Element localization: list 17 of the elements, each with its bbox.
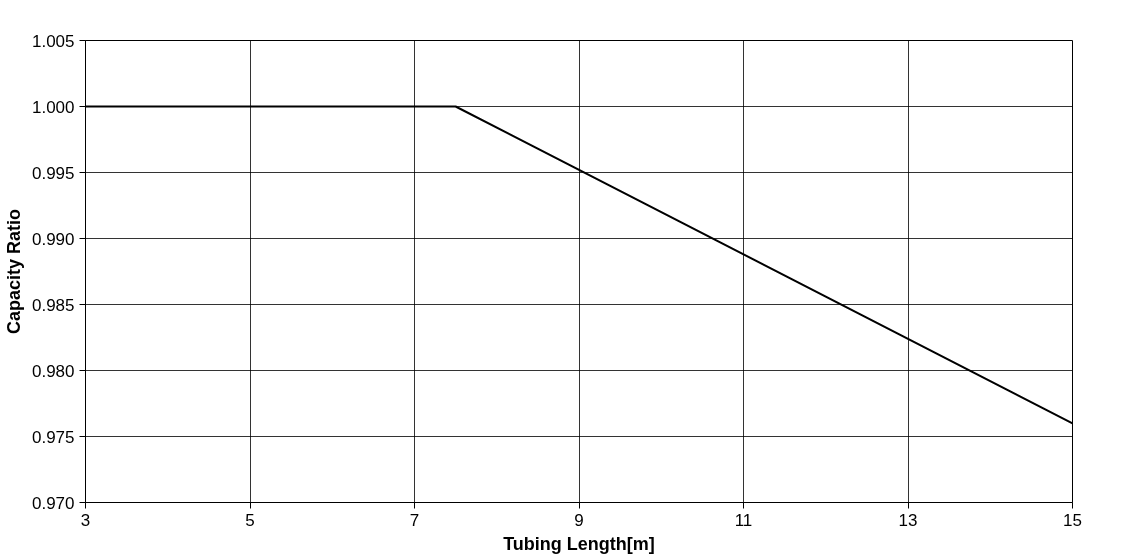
x-tick-label: 3 [80, 510, 91, 530]
y-tick-label: 0.995 [31, 163, 75, 183]
y-tick-label: 0.975 [31, 427, 75, 447]
y-tick-label: 0.970 [31, 493, 75, 513]
y-tick-label: 0.985 [31, 295, 75, 315]
y-tick-label: 1.005 [31, 31, 75, 51]
x-axis-title: Tubing Length[m] [503, 533, 655, 554]
x-tick-label: 5 [245, 510, 255, 530]
y-tick-label: 0.990 [31, 229, 75, 249]
y-tick-label: 1.000 [31, 97, 75, 117]
x-tick-label: 15 [1063, 510, 1082, 530]
x-tick-label: 11 [734, 510, 753, 530]
x-tick-label: 9 [574, 510, 584, 530]
x-tick-label: 13 [898, 510, 918, 530]
y-axis-title: Capacity Ratio [3, 208, 24, 335]
y-tick-label: 0.980 [31, 361, 75, 381]
x-tick-label: 7 [409, 510, 420, 530]
